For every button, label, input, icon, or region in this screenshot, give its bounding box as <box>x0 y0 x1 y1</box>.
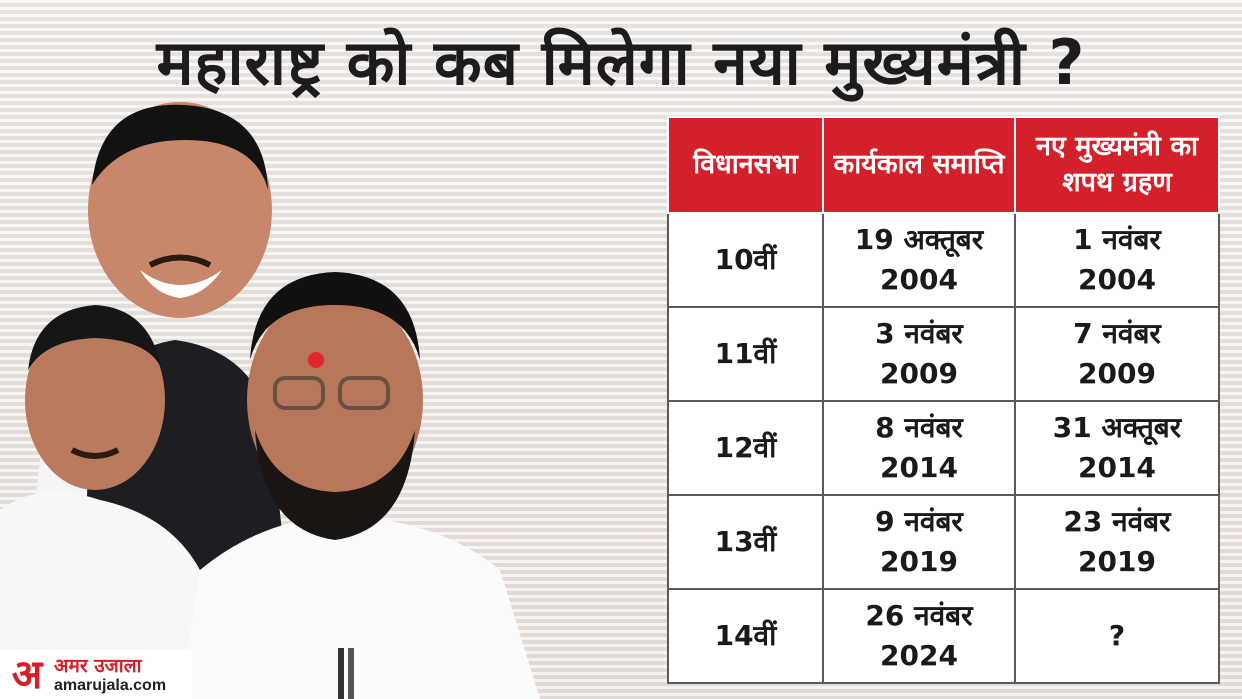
term-end-cell: 9 नवंबर 2019 <box>822 494 1016 590</box>
header-oath: नए मुख्यमंत्री का शपथ ग्रहण <box>1014 116 1220 214</box>
logo-text: अमर उजाला amarujala.com <box>54 655 166 695</box>
term-end-cell: 3 नवंबर 2009 <box>822 306 1016 402</box>
oath-cell: ? <box>1014 588 1220 684</box>
cm-oath-table: विधानसभा कार्यकाल समाप्ति नए मुख्यमंत्री… <box>667 116 1220 684</box>
amar-ujala-logo: अ अमर उजाला amarujala.com <box>0 650 192 699</box>
assembly-cell: 11वीं <box>667 306 824 402</box>
term-end-cell: 19 अक्तूबर 2004 <box>822 212 1016 308</box>
assembly-cell: 13वीं <box>667 494 824 590</box>
table-row: 13वीं 9 नवंबर 2019 23 नवंबर 2019 <box>667 494 1220 590</box>
politicians-photo <box>0 100 560 699</box>
assembly-cell: 10वीं <box>667 212 824 308</box>
oath-cell: 31 अक्तूबर 2014 <box>1014 400 1220 496</box>
assembly-cell: 12वीं <box>667 400 824 496</box>
term-end-cell: 8 नवंबर 2014 <box>822 400 1016 496</box>
logo-url: amarujala.com <box>54 676 167 694</box>
politician-left-figure <box>0 305 230 699</box>
term-end-cell: 26 नवंबर 2024 <box>822 588 1016 684</box>
headline: महाराष्ट्र को कब मिलेगा नया मुख्यमंत्री … <box>156 26 1086 99</box>
politician-right-figure <box>180 272 540 699</box>
oath-cell: 23 नवंबर 2019 <box>1014 494 1220 590</box>
logo-name: अमर उजाला <box>54 654 142 677</box>
assembly-cell: 14वीं <box>667 588 824 684</box>
table-row: 14वीं 26 नवंबर 2024 ? <box>667 588 1220 684</box>
header-assembly: विधानसभा <box>667 116 824 214</box>
table-row: 11वीं 3 नवंबर 2009 7 नवंबर 2009 <box>667 306 1220 402</box>
header-term-end: कार्यकाल समाप्ति <box>822 116 1016 214</box>
table-header-row: विधानसभा कार्यकाल समाप्ति नए मुख्यमंत्री… <box>667 116 1220 214</box>
table-row: 12वीं 8 नवंबर 2014 31 अक्तूबर 2014 <box>667 400 1220 496</box>
table-row: 10वीं 19 अक्तूबर 2004 1 नवंबर 2004 <box>667 212 1220 308</box>
oath-cell: 1 नवंबर 2004 <box>1014 212 1220 308</box>
logo-mark: अ <box>11 651 43 698</box>
oath-cell: 7 नवंबर 2009 <box>1014 306 1220 402</box>
